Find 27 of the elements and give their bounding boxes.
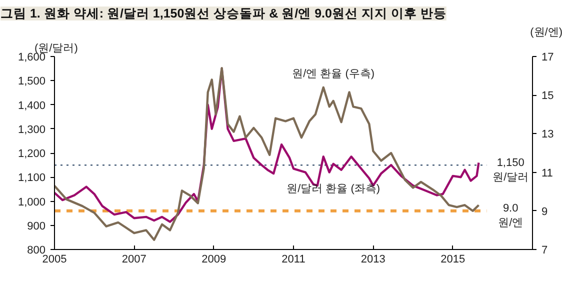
ref-line-label: 1,150 원/달러: [492, 156, 529, 184]
ref-line-label: 9.0 원/엔: [498, 202, 524, 230]
y2-tick-label: 7: [542, 244, 548, 256]
series-label: 원/달러 환율 (좌측): [286, 183, 380, 196]
series-label: 원/엔 환율 (우측): [292, 68, 375, 80]
chart-title: 그림 1. 원화 약세: 원/달러 1,150원선 상승돌파 & 원/엔 9.0원선 지지 이후 반등: [0, 6, 446, 20]
y2-tick-label: 13: [542, 128, 554, 141]
x-tick-label: 2007: [122, 254, 146, 266]
y2-axis-title: (원/엔): [530, 26, 562, 38]
y-tick-label: 900: [27, 220, 46, 232]
y-tick-label: 1,100: [18, 172, 46, 184]
y2-tick-label: 15: [542, 90, 554, 102]
y2-tick-label: 17: [542, 52, 554, 64]
y-tick-label: 1,500: [18, 76, 46, 88]
y-tick-label: 1,400: [18, 100, 46, 112]
x-tick-label: 2013: [360, 254, 386, 266]
x-tick-label: 2015: [440, 254, 466, 266]
x-tick-label: 2011: [282, 254, 306, 266]
y2-tick-label: 9: [542, 206, 548, 218]
x-tick-label: 2009: [202, 254, 226, 266]
x-tick-label: 2005: [42, 254, 67, 266]
y-tick-label: 1,000: [18, 196, 46, 208]
y-tick-label: 1,600: [18, 52, 46, 64]
y2-tick-label: 11: [542, 167, 553, 180]
y-axis-title: (원/달러): [34, 42, 78, 54]
y-tick-label: 1,300: [18, 124, 46, 136]
y-tick-label: 1,200: [18, 148, 46, 160]
